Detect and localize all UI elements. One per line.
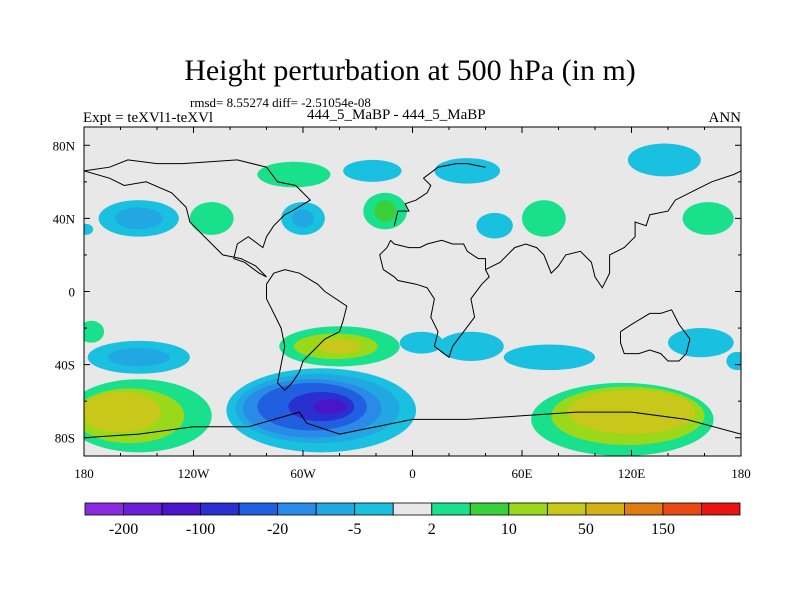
australia-outline [620, 309, 691, 362]
y-tick-label: 40N [53, 211, 76, 226]
y-tick-label: 80N [53, 138, 76, 153]
negative-sh-edge [726, 351, 741, 371]
colorbar-swatch [662, 502, 702, 516]
colorbar-swatch [624, 502, 664, 516]
positive-nh-110 [189, 201, 234, 235]
negative-sh-70e [503, 344, 595, 371]
colorbar-label: 10 [501, 521, 517, 538]
negative-nh-140e [627, 143, 701, 177]
experiment-label: Expt = teXVl1-teXVl [83, 110, 214, 126]
positive-3-sh-40w [317, 339, 362, 354]
negative-mid-sh-150w [107, 348, 170, 367]
south-america-outline [266, 269, 348, 391]
x-tick-label: 60W [290, 466, 316, 481]
asia-outline [485, 170, 741, 289]
colorbar-swatch [701, 502, 741, 516]
x-tick-label: 0 [409, 466, 416, 481]
x-tick-label: 120W [178, 466, 211, 481]
negative-nh-45e [476, 212, 513, 239]
colorbar-label: 2 [428, 521, 436, 538]
positive-3-sh-150w [84, 392, 161, 433]
colorbar-label: 50 [578, 521, 594, 538]
colorbar-swatch [392, 502, 433, 516]
negative-sh-30e [438, 331, 504, 361]
north-america-outline [84, 159, 312, 278]
colorbar-swatch [469, 502, 510, 516]
positive-nh-70e [522, 200, 566, 237]
x-tick-label: 60E [512, 466, 533, 481]
season-label: ANN [708, 110, 742, 126]
colorbar-label: -200 [109, 521, 138, 538]
negative-sh-5e [399, 331, 444, 354]
negative-nh-edge [84, 223, 94, 235]
x-tick-label: 120E [618, 466, 646, 481]
africa-europe-outline [379, 239, 490, 359]
chart-stats: rmsd= 8.55274 diff= -2.51054e-08 [190, 95, 371, 110]
colorbar-swatch [546, 502, 587, 516]
x-tick-label: 180 [731, 466, 751, 481]
y-tick-label: 80S [55, 431, 75, 446]
colorbar-label: -100 [186, 521, 215, 538]
colorbar-swatch [354, 502, 394, 516]
colorbar-swatch [84, 502, 124, 516]
positive-mid-nh-15w [374, 200, 397, 223]
negative-mid-nh-60w [292, 209, 314, 228]
colorbar-swatch [431, 502, 471, 516]
negative-sh-160e [668, 328, 734, 358]
negative-nh-20w [343, 159, 402, 182]
colorbar-swatch [200, 502, 240, 516]
antarctica-outline [84, 411, 741, 439]
positive-nh-60w [257, 161, 331, 188]
colorbar-swatch [508, 502, 548, 516]
colorbar-swatch [238, 502, 279, 516]
colorbar-label: 150 [651, 521, 675, 538]
x-tick-label: 180 [74, 466, 94, 481]
positive-sh-edge [84, 320, 105, 343]
colorbar-label: -20 [267, 521, 288, 538]
negative-nh-30e [434, 158, 501, 184]
case-label: 444_5_MaBP - 444_5_MaBP [307, 107, 486, 123]
colorbar-swatch [123, 502, 163, 516]
colorbar-label: -5 [348, 521, 361, 538]
positive-nh-160e [682, 201, 734, 235]
colorbar-swatch [277, 502, 317, 516]
europe-outline [393, 163, 486, 226]
colorbar-swatch [585, 502, 625, 516]
colorbar-swatch [161, 502, 201, 516]
negative-6-sh-60w [313, 399, 347, 414]
contour-field [84, 143, 741, 456]
colorbar-swatch [315, 502, 356, 516]
negative-mid-nh-60 [115, 207, 163, 230]
y-tick-label: 0 [69, 285, 76, 300]
chart-title: Height perturbation at 500 hPa (in m) [184, 54, 636, 87]
y-tick-label: 40S [55, 358, 75, 373]
